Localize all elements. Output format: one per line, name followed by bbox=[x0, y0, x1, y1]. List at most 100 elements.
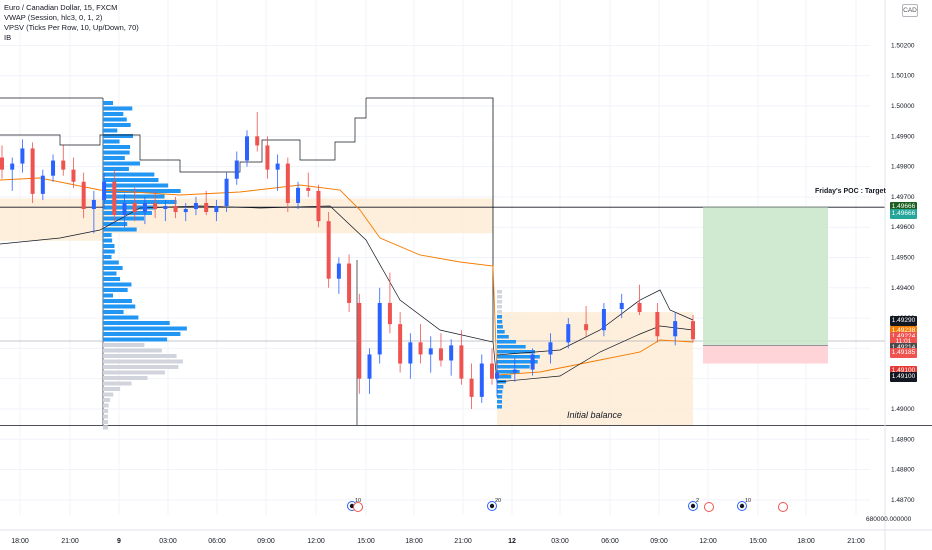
candle-body bbox=[357, 302, 362, 379]
profile-bar bbox=[103, 403, 109, 408]
indicator-lines bbox=[0, 98, 694, 383]
x-tick-label: 03:00 bbox=[159, 538, 177, 545]
candle-body bbox=[234, 160, 239, 179]
y-tick-label: 1.49600 bbox=[891, 224, 915, 231]
profile-bar bbox=[103, 266, 123, 270]
candle-body bbox=[490, 363, 494, 379]
range-box-line bbox=[366, 97, 494, 342]
profile-bar bbox=[103, 139, 120, 144]
legend-vpsv[interactable]: VPSV (Ticks Per Row, 10, Up/Down, 70) bbox=[4, 23, 139, 32]
profile-bar bbox=[103, 348, 162, 353]
flag-event-icon bbox=[353, 502, 363, 512]
price-tag: 11:01 bbox=[890, 337, 917, 348]
candle-body bbox=[637, 302, 642, 313]
loss-zone bbox=[703, 345, 828, 364]
candle-body bbox=[61, 160, 66, 170]
legend-symbol[interactable]: Euro / Canadian Dollar, 15, FXCM bbox=[4, 3, 118, 12]
profile-bar bbox=[103, 332, 181, 336]
y-tick-label: 1.49800 bbox=[891, 164, 915, 171]
price-tag: 1.49100 bbox=[890, 366, 917, 377]
event-dot bbox=[739, 503, 745, 509]
x-tick-label: 06:00 bbox=[601, 538, 619, 545]
y-tick-label: 1.49400 bbox=[891, 285, 915, 292]
price-tag: 1.49214 bbox=[890, 342, 917, 353]
profile-bar bbox=[103, 282, 132, 287]
flag-event-icon bbox=[778, 502, 788, 512]
profile-bar bbox=[103, 211, 152, 215]
profile-bar bbox=[497, 305, 503, 309]
profile-bar bbox=[103, 200, 177, 204]
currency-badge[interactable]: CAD bbox=[902, 4, 918, 17]
x-tick-label: 21:00 bbox=[847, 538, 865, 545]
profile-bar bbox=[103, 134, 134, 138]
profile-bar bbox=[103, 310, 124, 314]
profile-bar bbox=[103, 106, 133, 111]
profile-bar bbox=[103, 244, 115, 248]
candle-body bbox=[193, 202, 198, 210]
x-tick-label: 15:00 bbox=[357, 538, 375, 545]
profile-bar bbox=[497, 320, 503, 324]
profile-bar bbox=[103, 387, 121, 391]
profile-bar bbox=[497, 315, 503, 319]
y-tick-label: 1.50200 bbox=[891, 42, 915, 49]
x-tick-label: 15:00 bbox=[749, 538, 767, 545]
x-tick-label: 21:00 bbox=[454, 538, 472, 545]
profile-bar bbox=[497, 325, 503, 329]
profile-bar bbox=[103, 227, 137, 232]
events-layer: 10 20 2 10 bbox=[347, 498, 788, 512]
candle-body bbox=[142, 202, 147, 213]
event-count: 2 bbox=[696, 498, 699, 504]
price-tag: 1.49185 bbox=[890, 347, 917, 358]
candle-body bbox=[51, 160, 56, 176]
profile-bar bbox=[497, 360, 538, 364]
profile-bar bbox=[103, 189, 181, 193]
band-upper-line bbox=[0, 98, 367, 173]
candle-body bbox=[20, 148, 25, 164]
candle-body bbox=[81, 181, 86, 210]
candle-body bbox=[449, 345, 454, 361]
candle-body bbox=[601, 309, 606, 331]
volume-profile bbox=[103, 101, 540, 430]
profile-bar bbox=[103, 249, 115, 254]
profile-bar bbox=[103, 194, 165, 199]
legend-ib[interactable]: IB bbox=[4, 33, 12, 42]
profile-bar bbox=[497, 355, 540, 359]
profile-bar bbox=[103, 288, 128, 292]
candle-body bbox=[428, 348, 433, 355]
vwap-line bbox=[0, 177, 694, 376]
candle-body bbox=[377, 302, 382, 355]
profile-bar bbox=[497, 365, 530, 369]
candle-body bbox=[153, 202, 158, 210]
candle-body bbox=[418, 342, 423, 355]
profile-bar bbox=[497, 295, 503, 299]
x-tick-label: 18:00 bbox=[405, 538, 423, 545]
profile-bar bbox=[103, 145, 131, 149]
candle-body bbox=[691, 321, 695, 340]
profile-bar bbox=[497, 405, 503, 409]
y-tick-label: 1.50100 bbox=[891, 73, 915, 80]
x-tick-label: 12:00 bbox=[699, 538, 717, 545]
price-tag: 1.49666 bbox=[890, 209, 917, 220]
profile-bar bbox=[497, 310, 503, 314]
profile-bar bbox=[103, 238, 113, 243]
candle-body bbox=[255, 136, 260, 146]
candle-body bbox=[173, 206, 178, 213]
event-count: 10 bbox=[355, 498, 361, 504]
candle-body bbox=[469, 378, 474, 397]
profile-bar bbox=[103, 112, 124, 116]
candle-body bbox=[367, 354, 372, 379]
profile-bar bbox=[497, 345, 526, 349]
candle-body bbox=[296, 187, 301, 203]
price-tag: 1.49238 bbox=[890, 326, 917, 337]
profile-bar bbox=[103, 321, 170, 325]
legend-vwap[interactable]: VWAP (Session, hlc3, 0, 1, 2) bbox=[4, 13, 103, 22]
candle-body bbox=[122, 202, 127, 216]
y-tick-label: 1.48900 bbox=[891, 436, 915, 443]
candles-layer bbox=[0, 112, 695, 409]
profile-bar bbox=[103, 216, 145, 221]
profile-bar bbox=[103, 365, 179, 369]
profile-bar bbox=[103, 420, 109, 424]
y-axis: 1.50200 1.50100 1.50000 1.49900 1.49800 1.497… bbox=[866, 0, 915, 550]
profile-bar bbox=[103, 167, 129, 171]
